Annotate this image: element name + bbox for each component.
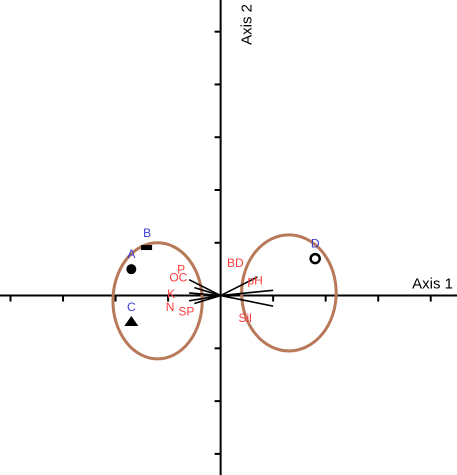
- group-ellipse: [240, 233, 338, 353]
- site-marker-d: [309, 252, 321, 265]
- site-label-b: B: [143, 226, 151, 240]
- vector-sp: [194, 294, 221, 305]
- y-axis-label: Axis 2: [239, 4, 256, 45]
- vector-p: [188, 279, 221, 297]
- vector-bd: [220, 276, 258, 297]
- site-label-a: A: [127, 247, 135, 261]
- variable-label-p: P: [177, 263, 185, 277]
- variable-label-k: K: [167, 287, 175, 301]
- vector-ph: [220, 289, 274, 297]
- variable-vectors: [188, 276, 274, 307]
- site-marker-b: [141, 245, 153, 251]
- site-label-d: D: [311, 237, 320, 251]
- site-label-c: C: [127, 300, 136, 314]
- variable-label-ph: pH: [247, 273, 262, 287]
- variable-label-sp: SP: [178, 304, 194, 318]
- site-points: [124, 245, 321, 326]
- vector-sil: [220, 294, 274, 307]
- site-marker-c: [124, 315, 139, 326]
- site-marker-a: [126, 264, 137, 275]
- vector-k: [189, 292, 221, 297]
- x-axis-label: Axis 1: [412, 276, 453, 293]
- variable-label-n: N: [166, 300, 175, 314]
- variable-label-bd: BD: [227, 256, 244, 270]
- variable-label-sil: Sil: [238, 311, 251, 325]
- variable-label-oc: OC: [169, 271, 187, 285]
- vector-oc: [194, 286, 221, 297]
